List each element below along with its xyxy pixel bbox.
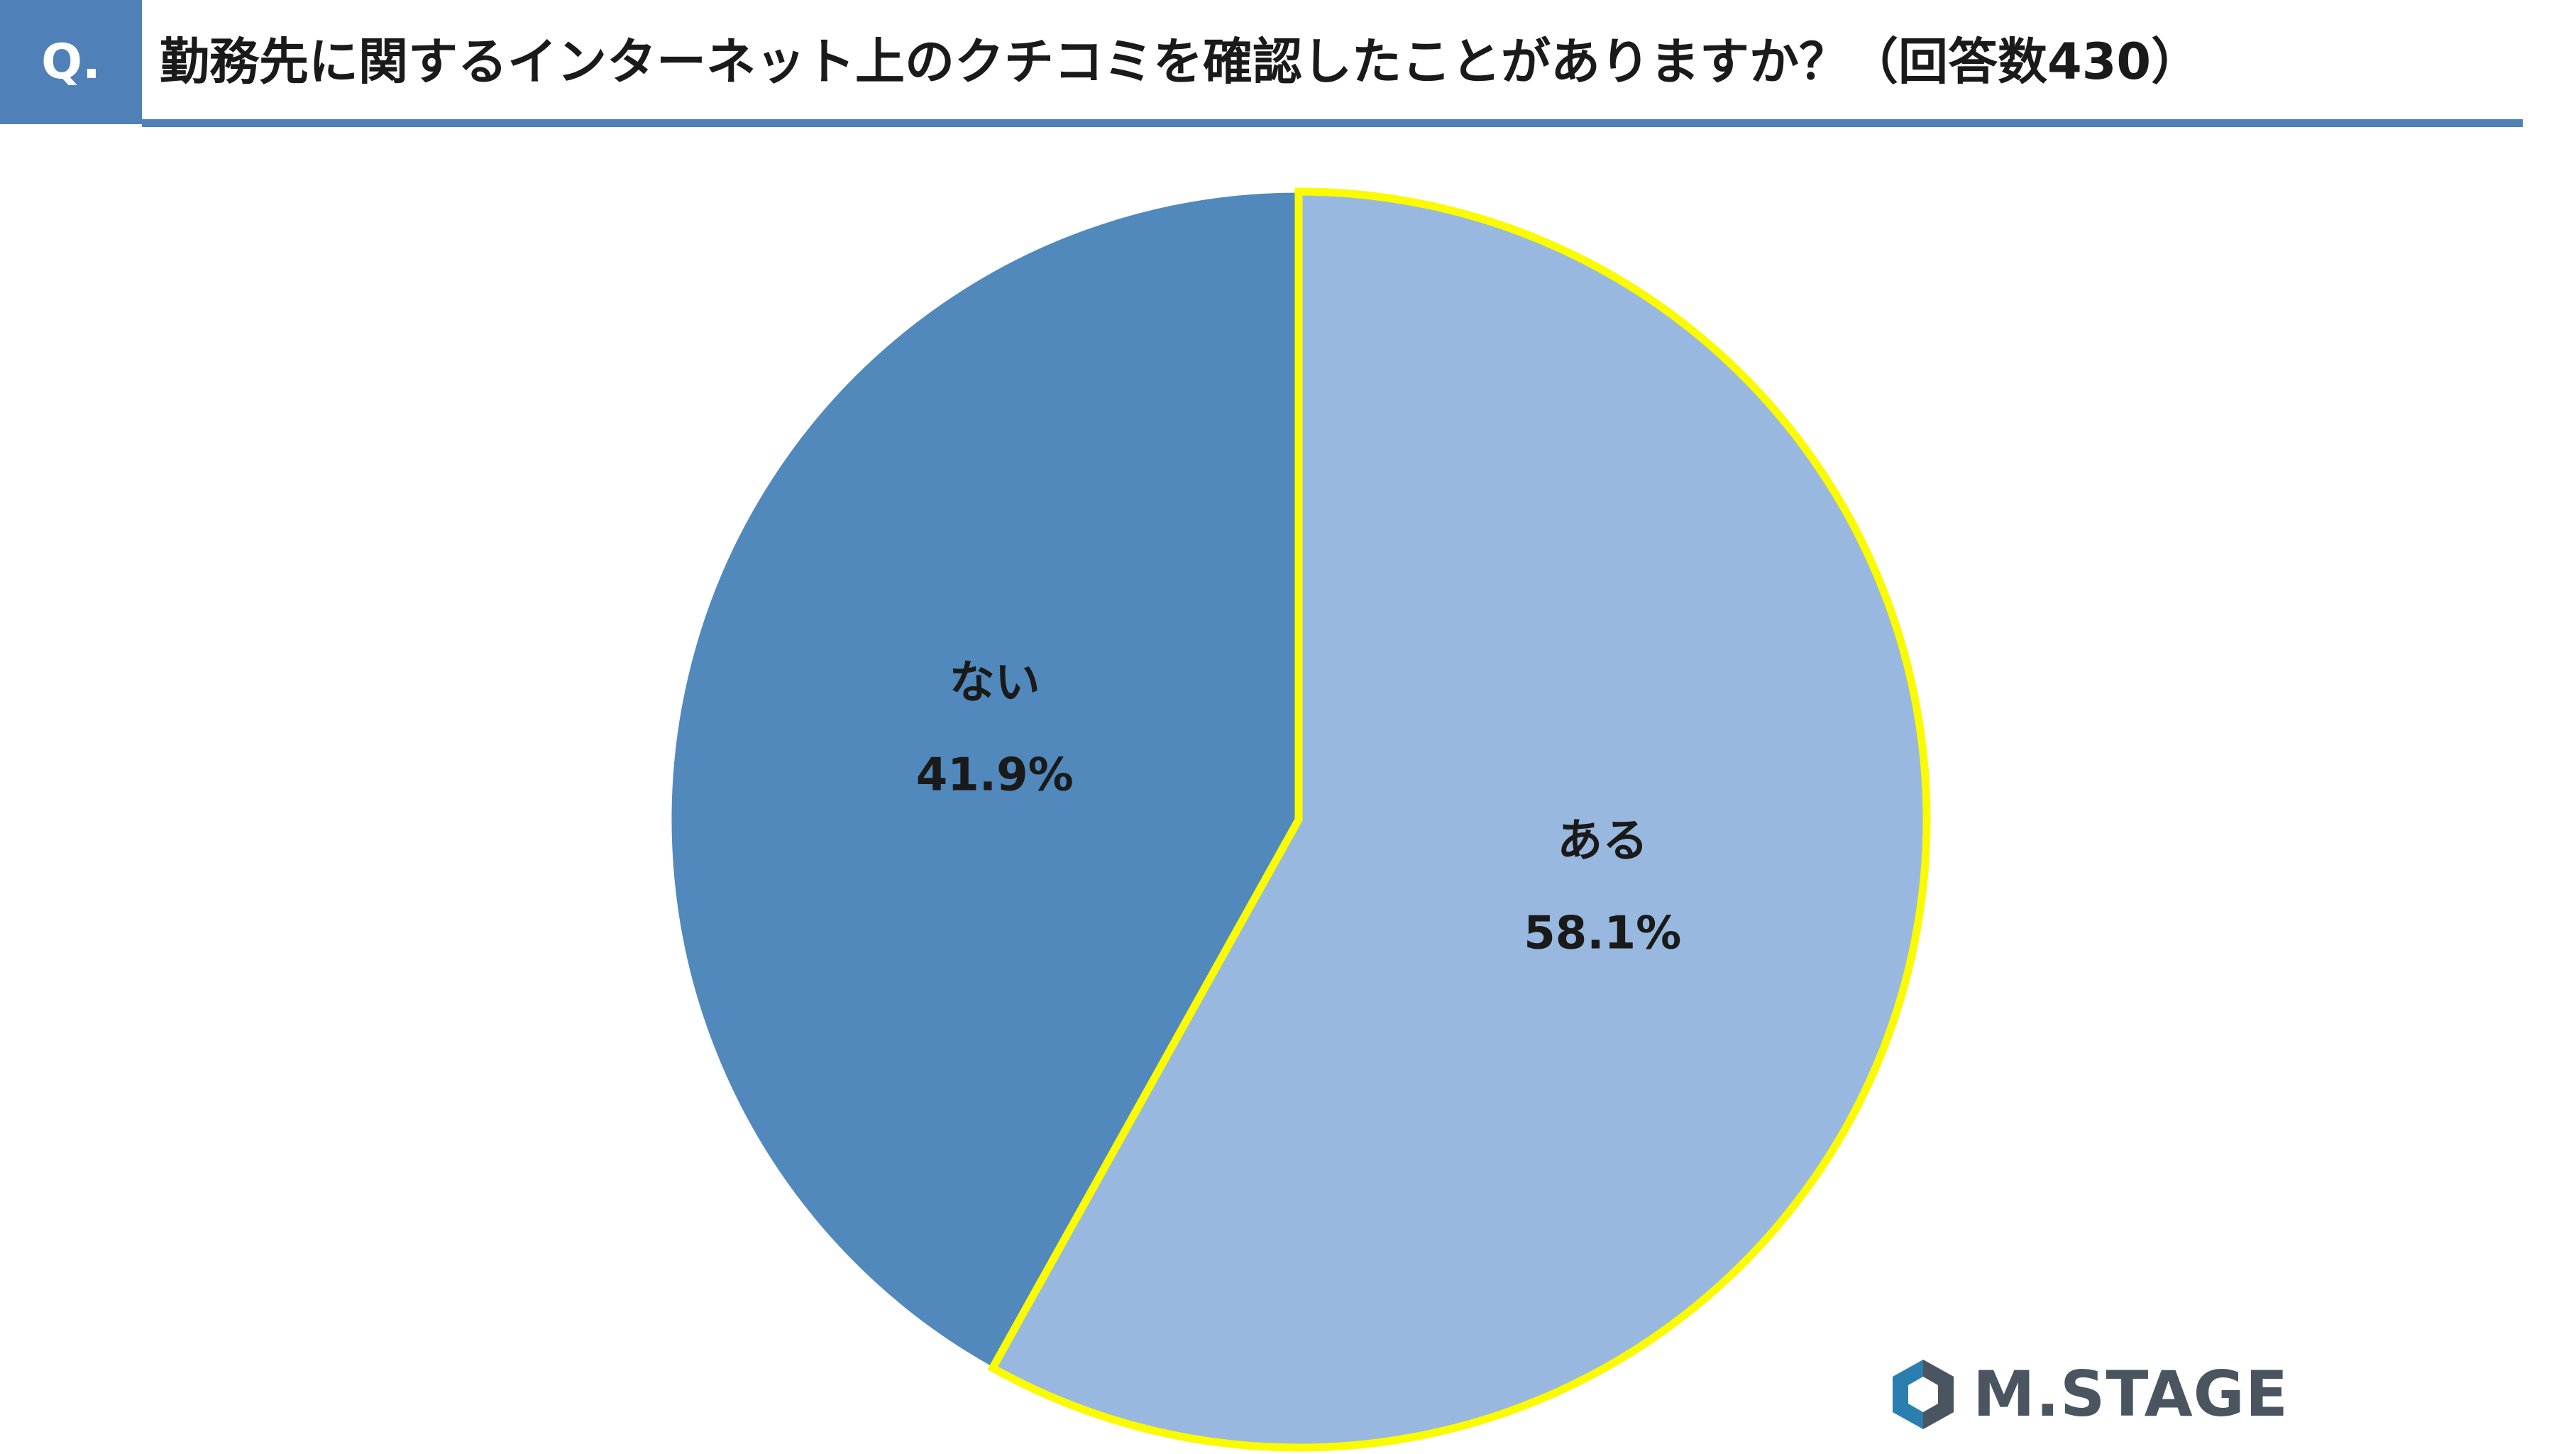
header-divider [142, 119, 2523, 127]
highlight-outline-1 [987, 187, 1931, 1452]
page-title: 勤務先に関するインターネット上のクチコミを確認したことがありますか？（回答数43… [160, 33, 2201, 91]
slice-value-label-1: 58.1% [1524, 907, 1681, 959]
question-badge: Q. [0, 0, 142, 124]
brand-logo: M.STAGE [1884, 1352, 2288, 1437]
pie-slice-2 [669, 190, 1300, 1370]
pie-slices [669, 187, 1931, 1452]
slice-label-2: ない [950, 657, 1040, 710]
brand-logo-text: M.STAGE [1973, 1357, 2289, 1431]
slice-value-label-2: 41.9% [916, 749, 1074, 802]
hexagon-logo-icon [1893, 1360, 1954, 1429]
header: Q. 勤務先に関するインターネット上のクチコミを確認したことがありますか？（回答… [0, 0, 2523, 128]
pie-labels: ある 58.1% ない 41.9% [916, 657, 1682, 960]
slice-label-1: ある [1557, 815, 1648, 867]
